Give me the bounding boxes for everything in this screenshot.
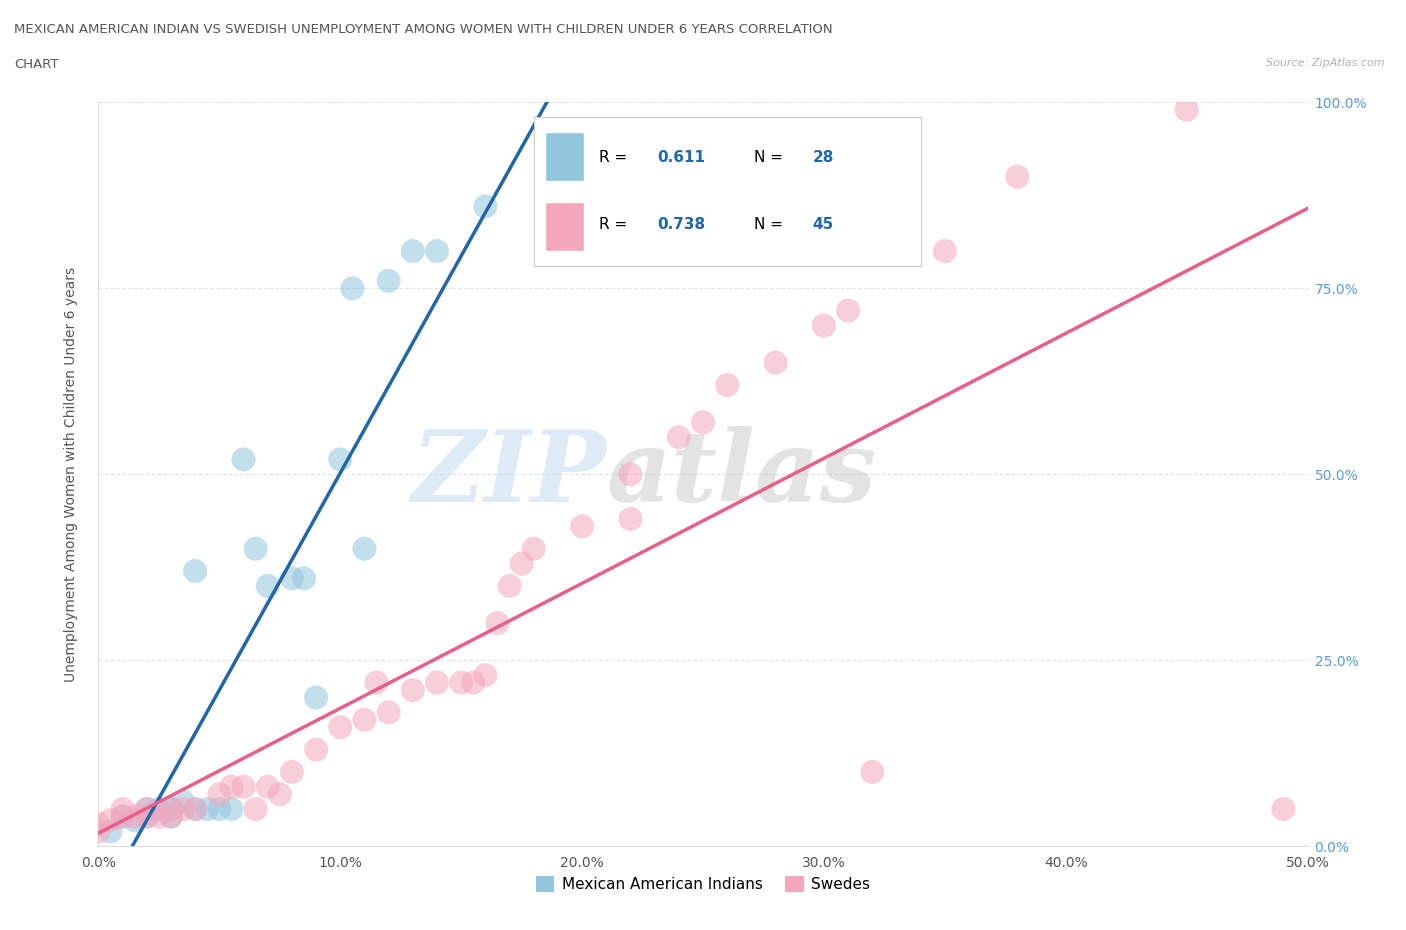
Point	[366, 675, 388, 690]
Point	[256, 578, 278, 593]
Point	[329, 720, 352, 735]
Point	[523, 541, 546, 556]
Text: ZIP: ZIP	[412, 426, 606, 523]
Point	[232, 452, 254, 467]
Point	[934, 244, 956, 259]
Point	[256, 779, 278, 794]
Point	[135, 802, 157, 817]
Point	[160, 802, 183, 817]
Point	[111, 802, 134, 817]
Point	[1175, 102, 1198, 117]
Point	[111, 809, 134, 824]
Point	[208, 802, 231, 817]
Text: CHART: CHART	[14, 58, 59, 71]
Point	[353, 541, 375, 556]
Point	[100, 824, 122, 839]
Point	[1007, 169, 1029, 184]
Point	[426, 675, 449, 690]
Point	[463, 675, 485, 690]
Point	[377, 705, 399, 720]
Point	[148, 802, 170, 817]
Point	[160, 809, 183, 824]
Point	[208, 787, 231, 802]
Point	[402, 683, 425, 698]
Point	[619, 512, 641, 526]
Point	[1272, 802, 1295, 817]
Point	[281, 764, 304, 779]
Point	[353, 712, 375, 727]
Point	[87, 824, 110, 839]
Point	[124, 809, 146, 824]
Point	[135, 809, 157, 824]
Point	[716, 378, 738, 392]
Point	[245, 802, 267, 817]
Point	[195, 802, 218, 817]
Text: Source: ZipAtlas.com: Source: ZipAtlas.com	[1267, 58, 1385, 68]
Point	[172, 802, 194, 817]
Point	[450, 675, 472, 690]
Point	[184, 802, 207, 817]
Legend: Mexican American Indians, Swedes: Mexican American Indians, Swedes	[530, 870, 876, 898]
Point	[813, 318, 835, 333]
Point	[377, 273, 399, 288]
Point	[668, 430, 690, 445]
Point	[510, 556, 533, 571]
Point	[426, 244, 449, 259]
Point	[111, 809, 134, 824]
Point	[135, 802, 157, 817]
Point	[305, 690, 328, 705]
Point	[100, 813, 122, 828]
Point	[860, 764, 883, 779]
Y-axis label: Unemployment Among Women with Children Under 6 years: Unemployment Among Women with Children U…	[63, 267, 77, 682]
Point	[474, 668, 496, 683]
Point	[148, 809, 170, 824]
Text: atlas: atlas	[606, 426, 876, 523]
Point	[124, 813, 146, 828]
Point	[172, 794, 194, 809]
Point	[402, 244, 425, 259]
Point	[342, 281, 364, 296]
Point	[160, 809, 183, 824]
Point	[765, 355, 787, 370]
Point	[221, 779, 243, 794]
Point	[281, 571, 304, 586]
Point	[329, 452, 352, 467]
Point	[245, 541, 267, 556]
Point	[184, 802, 207, 817]
Point	[571, 519, 593, 534]
Point	[221, 802, 243, 817]
Point	[837, 303, 859, 318]
Point	[486, 616, 509, 631]
Point	[269, 787, 291, 802]
Point	[619, 467, 641, 482]
Point	[160, 802, 183, 817]
Point	[292, 571, 315, 586]
Point	[498, 578, 520, 593]
Point	[547, 162, 569, 177]
Point	[135, 809, 157, 824]
Point	[474, 199, 496, 214]
Point	[184, 564, 207, 578]
Point	[305, 742, 328, 757]
Point	[232, 779, 254, 794]
Text: MEXICAN AMERICAN INDIAN VS SWEDISH UNEMPLOYMENT AMONG WOMEN WITH CHILDREN UNDER : MEXICAN AMERICAN INDIAN VS SWEDISH UNEMP…	[14, 23, 832, 36]
Point	[692, 415, 714, 430]
Point	[87, 817, 110, 831]
